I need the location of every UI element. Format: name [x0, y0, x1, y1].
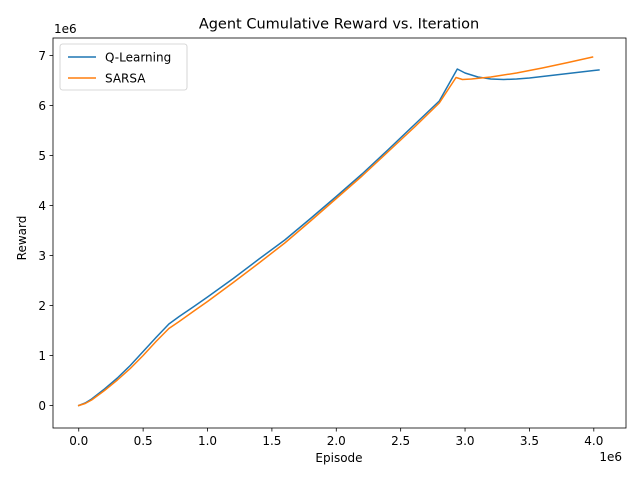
x-tick-label: 0.5 [134, 434, 153, 448]
y-tick-label: 4 [38, 199, 46, 213]
y-tick-label: 0 [38, 399, 46, 413]
legend-label: SARSA [105, 71, 146, 85]
chart-title: Agent Cumulative Reward vs. Iteration [199, 17, 479, 33]
y-tick-label: 5 [38, 149, 46, 163]
y-axis-label: Reward [15, 216, 29, 261]
y-tick-label: 6 [38, 99, 46, 113]
legend: Q-Learning SARSA [59, 43, 188, 91]
legend-label: Q-Learning [105, 50, 171, 64]
x-tick-label: 0.0 [69, 434, 88, 448]
x-axis-label: Episode [315, 451, 362, 465]
y-tick-label: 2 [38, 299, 46, 313]
series-line-q-learning [77, 68, 600, 407]
y-tick-label: 3 [38, 249, 46, 263]
x-tick-label: 1.0 [198, 434, 217, 448]
y-axis-offset-label: 1e6 [54, 22, 77, 36]
x-tick-label: 3.5 [520, 434, 539, 448]
x-tick-label: 1.5 [262, 434, 281, 448]
axes-frame [52, 37, 627, 429]
x-axis-offset-label: 1e6 [599, 450, 622, 464]
x-tick-label: 2.0 [327, 434, 346, 448]
x-tick-label: 3.0 [455, 434, 474, 448]
y-tick-label: 1 [38, 349, 46, 363]
x-tick-label: 2.5 [391, 434, 410, 448]
plot-area: 0.0 0.5 1.0 1.5 2.0 2.5 3.0 3.5 4.0 0 1 2 3 4 5 6 7 [38, 37, 627, 448]
series-line-sarsa [77, 56, 594, 407]
y-tick-label: 7 [38, 49, 46, 63]
x-tick-label: 4.0 [584, 434, 603, 448]
